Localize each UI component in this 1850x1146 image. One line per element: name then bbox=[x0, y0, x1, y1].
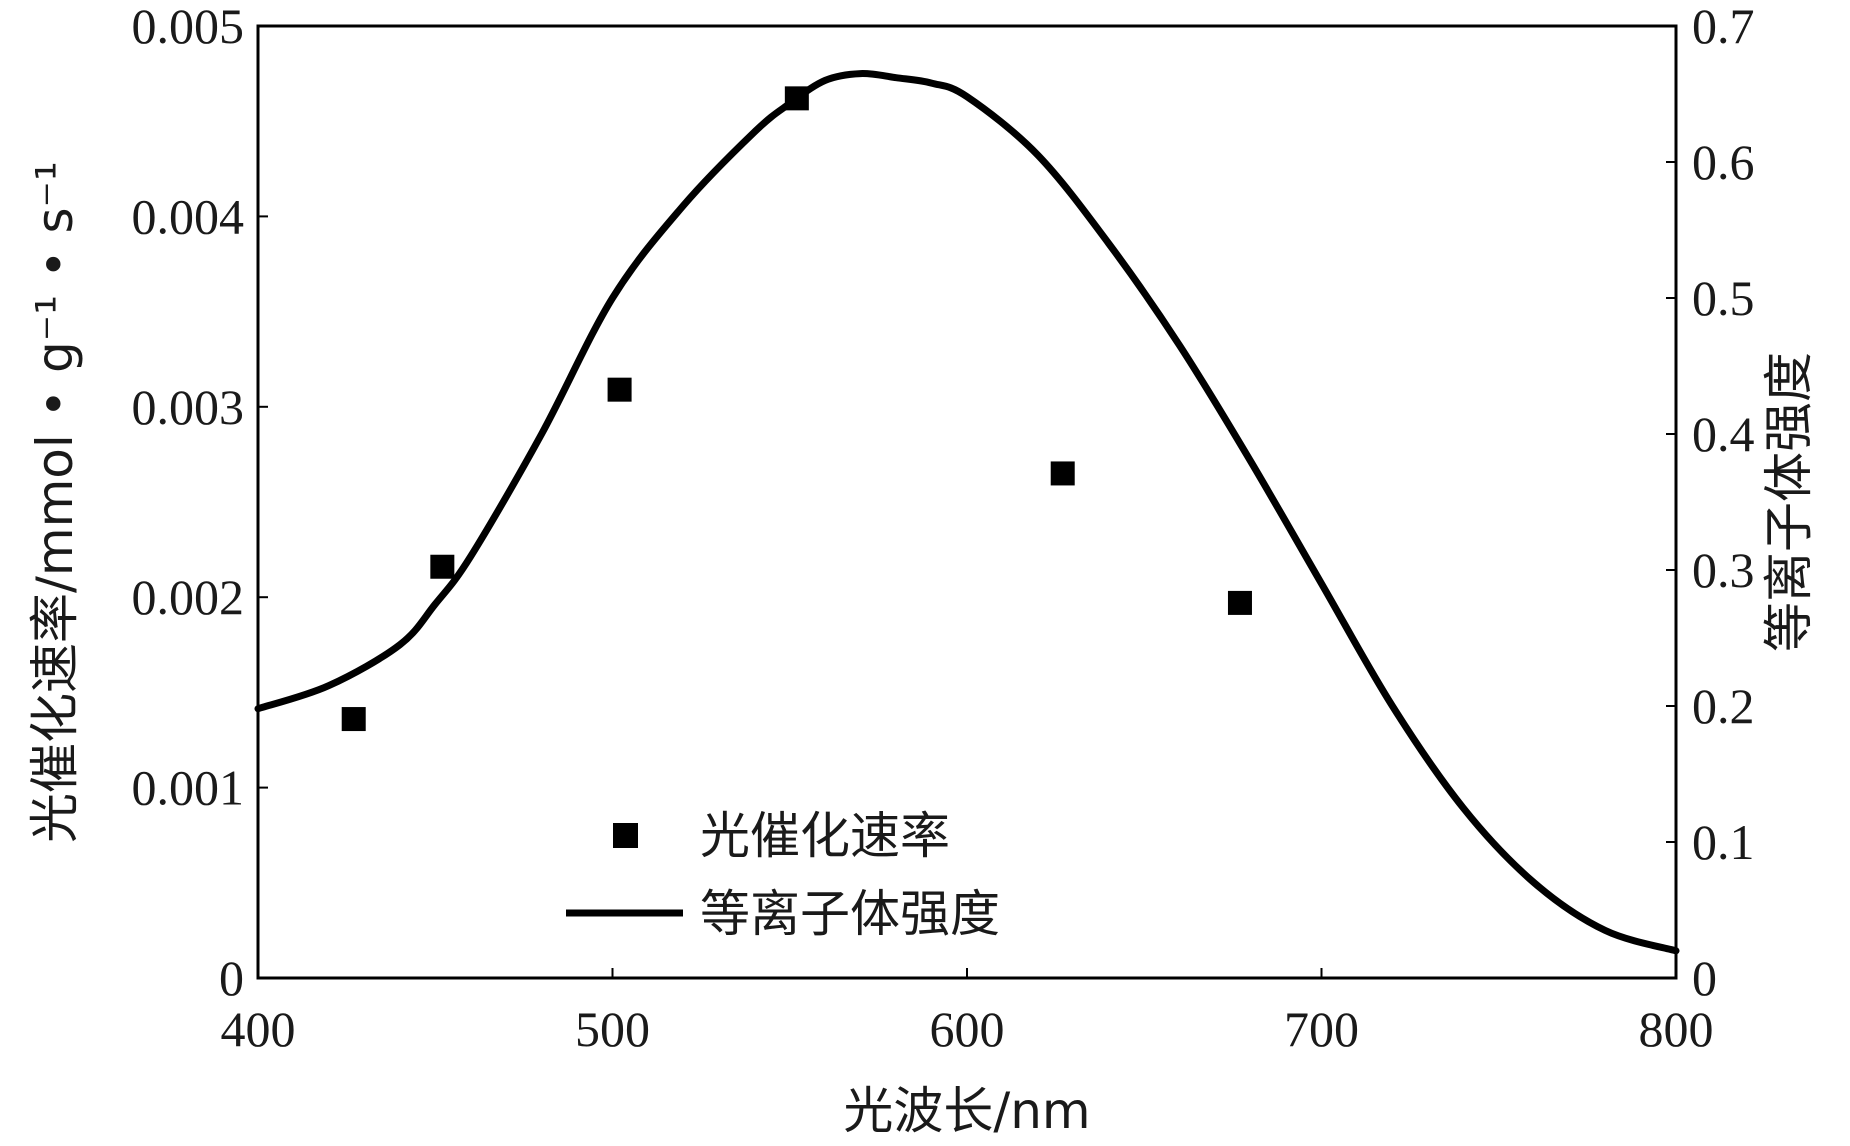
x-tick-label: 700 bbox=[1284, 1001, 1359, 1057]
y-left-tick-label: 0.001 bbox=[132, 760, 245, 816]
data-point-photocatalytic-rate bbox=[784, 86, 809, 111]
y-right-tick-label: 0.5 bbox=[1692, 270, 1755, 326]
y-right-tick-label: 0.1 bbox=[1692, 814, 1755, 870]
y-right-tick-label: 0.3 bbox=[1692, 542, 1755, 598]
y-axis-right: 0 0.1 0.2 0.3 0.4 0.5 0.6 0.7 bbox=[1666, 0, 1755, 1006]
x-tick-label: 400 bbox=[221, 1001, 296, 1057]
y-right-tick-label: 0.4 bbox=[1692, 406, 1755, 462]
x-tick-label: 600 bbox=[930, 1001, 1005, 1057]
y-left-tick-label: 0.003 bbox=[132, 379, 245, 435]
y-left-tick-label: 0 bbox=[219, 950, 244, 1006]
y-left-tick-label: 0.004 bbox=[132, 188, 245, 244]
plasmon-intensity-series bbox=[254, 70, 1680, 955]
data-point-photocatalytic-rate bbox=[1227, 590, 1252, 615]
x-tick-label: 500 bbox=[575, 1001, 650, 1057]
y-right-tick-label: 0.7 bbox=[1692, 0, 1755, 54]
data-point-photocatalytic-rate bbox=[1050, 461, 1075, 486]
y-axis-left: 0 0.001 0.002 0.003 0.004 0.005 bbox=[132, 0, 268, 1006]
y-axis-left-title: 光催化速率/mmol • g⁻¹ • s⁻¹ bbox=[26, 161, 84, 843]
series-line-plasmon-intensity bbox=[254, 70, 1680, 955]
x-axis-title: 光波长/nm bbox=[843, 1082, 1090, 1140]
y-right-tick-label: 0.6 bbox=[1692, 134, 1755, 190]
y-right-tick-label: 0 bbox=[1692, 950, 1717, 1006]
x-tick-label: 800 bbox=[1639, 1001, 1714, 1057]
x-axis: 400 500 600 700 800 bbox=[221, 968, 1714, 1057]
legend-label-photocatalytic-rate: 光催化速率 bbox=[700, 807, 950, 865]
photocatalytic-rate-series bbox=[341, 86, 1252, 732]
data-point-photocatalytic-rate bbox=[430, 554, 455, 579]
y-axis-right-title: 等离子体强度 bbox=[1760, 352, 1818, 652]
legend-label-plasmon-intensity: 等离子体强度 bbox=[700, 885, 1000, 943]
data-point-photocatalytic-rate bbox=[607, 377, 632, 402]
y-left-tick-label: 0.002 bbox=[132, 569, 245, 625]
legend-marker-photocatalytic-rate bbox=[613, 823, 638, 848]
data-point-photocatalytic-rate bbox=[341, 707, 366, 732]
y-left-tick-label: 0.005 bbox=[132, 0, 245, 54]
plot-frame bbox=[256, 24, 1678, 980]
legend: 光催化速率 等离子体强度 bbox=[566, 807, 1000, 943]
y-right-tick-label: 0.2 bbox=[1692, 678, 1755, 734]
